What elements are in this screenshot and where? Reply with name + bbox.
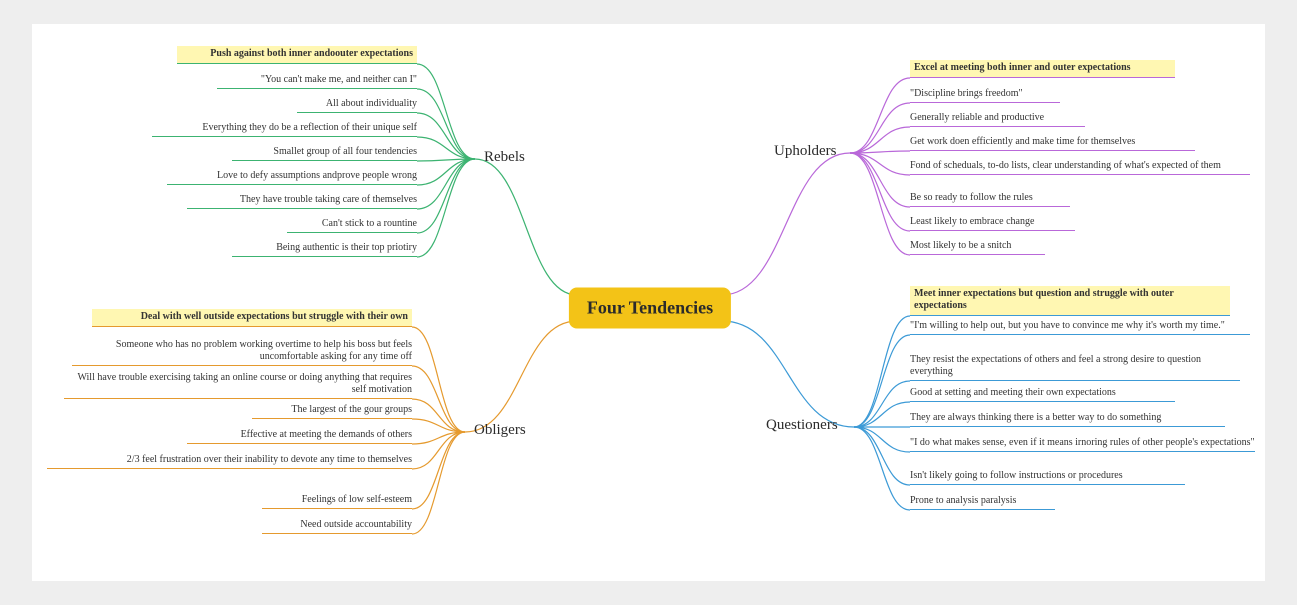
obligers-item: Deal with well outside expectations but …	[92, 309, 412, 327]
upholders-item: Fond of scheduals, to-do lists, clear un…	[910, 160, 1250, 175]
obligers-item: Feelings of low self-esteem	[262, 494, 412, 509]
questioners-item: Isn't likely going to follow instruction…	[910, 470, 1185, 485]
upholders-item: Least likely to embrace change	[910, 216, 1075, 231]
rebels-item: Everything they do be a reflection of th…	[152, 122, 417, 137]
rebels-item: Being authentic is their top priotiry	[232, 242, 417, 257]
upholders-item: "Discipline brings freedom"	[910, 88, 1060, 103]
center-topic: Four Tendencies	[569, 288, 731, 329]
frame: Four Tendencies Rebels Push against both …	[0, 0, 1297, 605]
rebels-item: Can't stick to a rountine	[287, 218, 417, 233]
questioners-item: "I do what makes sense, even if it means…	[910, 437, 1255, 452]
rebels-item: They have trouble taking care of themsel…	[187, 194, 417, 209]
questioners-item: They are always thinking there is a bett…	[910, 412, 1225, 427]
rebels-label: Rebels	[484, 149, 525, 166]
rebels-item: Smallet group of all four tendencies	[232, 146, 417, 161]
questioners-item: Prone to analysis paralysis	[910, 495, 1055, 510]
rebels-item: Push against both inner andoouter expect…	[177, 46, 417, 64]
obligers-item: Someone who has no problem working overt…	[72, 339, 412, 366]
rebels-item: Love to defy assumptions andprove people…	[167, 170, 417, 185]
obligers-item: Will have trouble exercising taking an o…	[64, 372, 412, 399]
obligers-item: 2/3 feel frustration over their inabilit…	[47, 454, 412, 469]
obligers-item: Effective at meeting the demands of othe…	[187, 429, 412, 444]
questioners-item: Meet inner expectations but question and…	[910, 286, 1230, 316]
questioners-label: Questioners	[766, 417, 838, 434]
obligers-item: The largest of the gour groups	[252, 404, 412, 419]
questioners-item: Good at setting and meeting their own ex…	[910, 387, 1175, 402]
upholders-item: Be so ready to follow the rules	[910, 192, 1070, 207]
upholders-item: Generally reliable and productive	[910, 112, 1085, 127]
rebels-item: "You can't make me, and neither can I"	[217, 74, 417, 89]
questioners-item: "I'm willing to help out, but you have t…	[910, 320, 1250, 335]
canvas: Four Tendencies Rebels Push against both …	[32, 24, 1265, 581]
upholders-item: Most likely to be a snitch	[910, 240, 1045, 255]
questioners-item: They resist the expectations of others a…	[910, 354, 1240, 381]
rebels-item: All about individuality	[297, 98, 417, 113]
obligers-item: Need outside accountability	[262, 519, 412, 534]
obligers-label: Obligers	[474, 422, 526, 439]
upholders-item: Excel at meeting both inner and outer ex…	[910, 60, 1175, 78]
upholders-item: Get work doen efficiently and make time …	[910, 136, 1195, 151]
upholders-label: Upholders	[774, 143, 837, 160]
